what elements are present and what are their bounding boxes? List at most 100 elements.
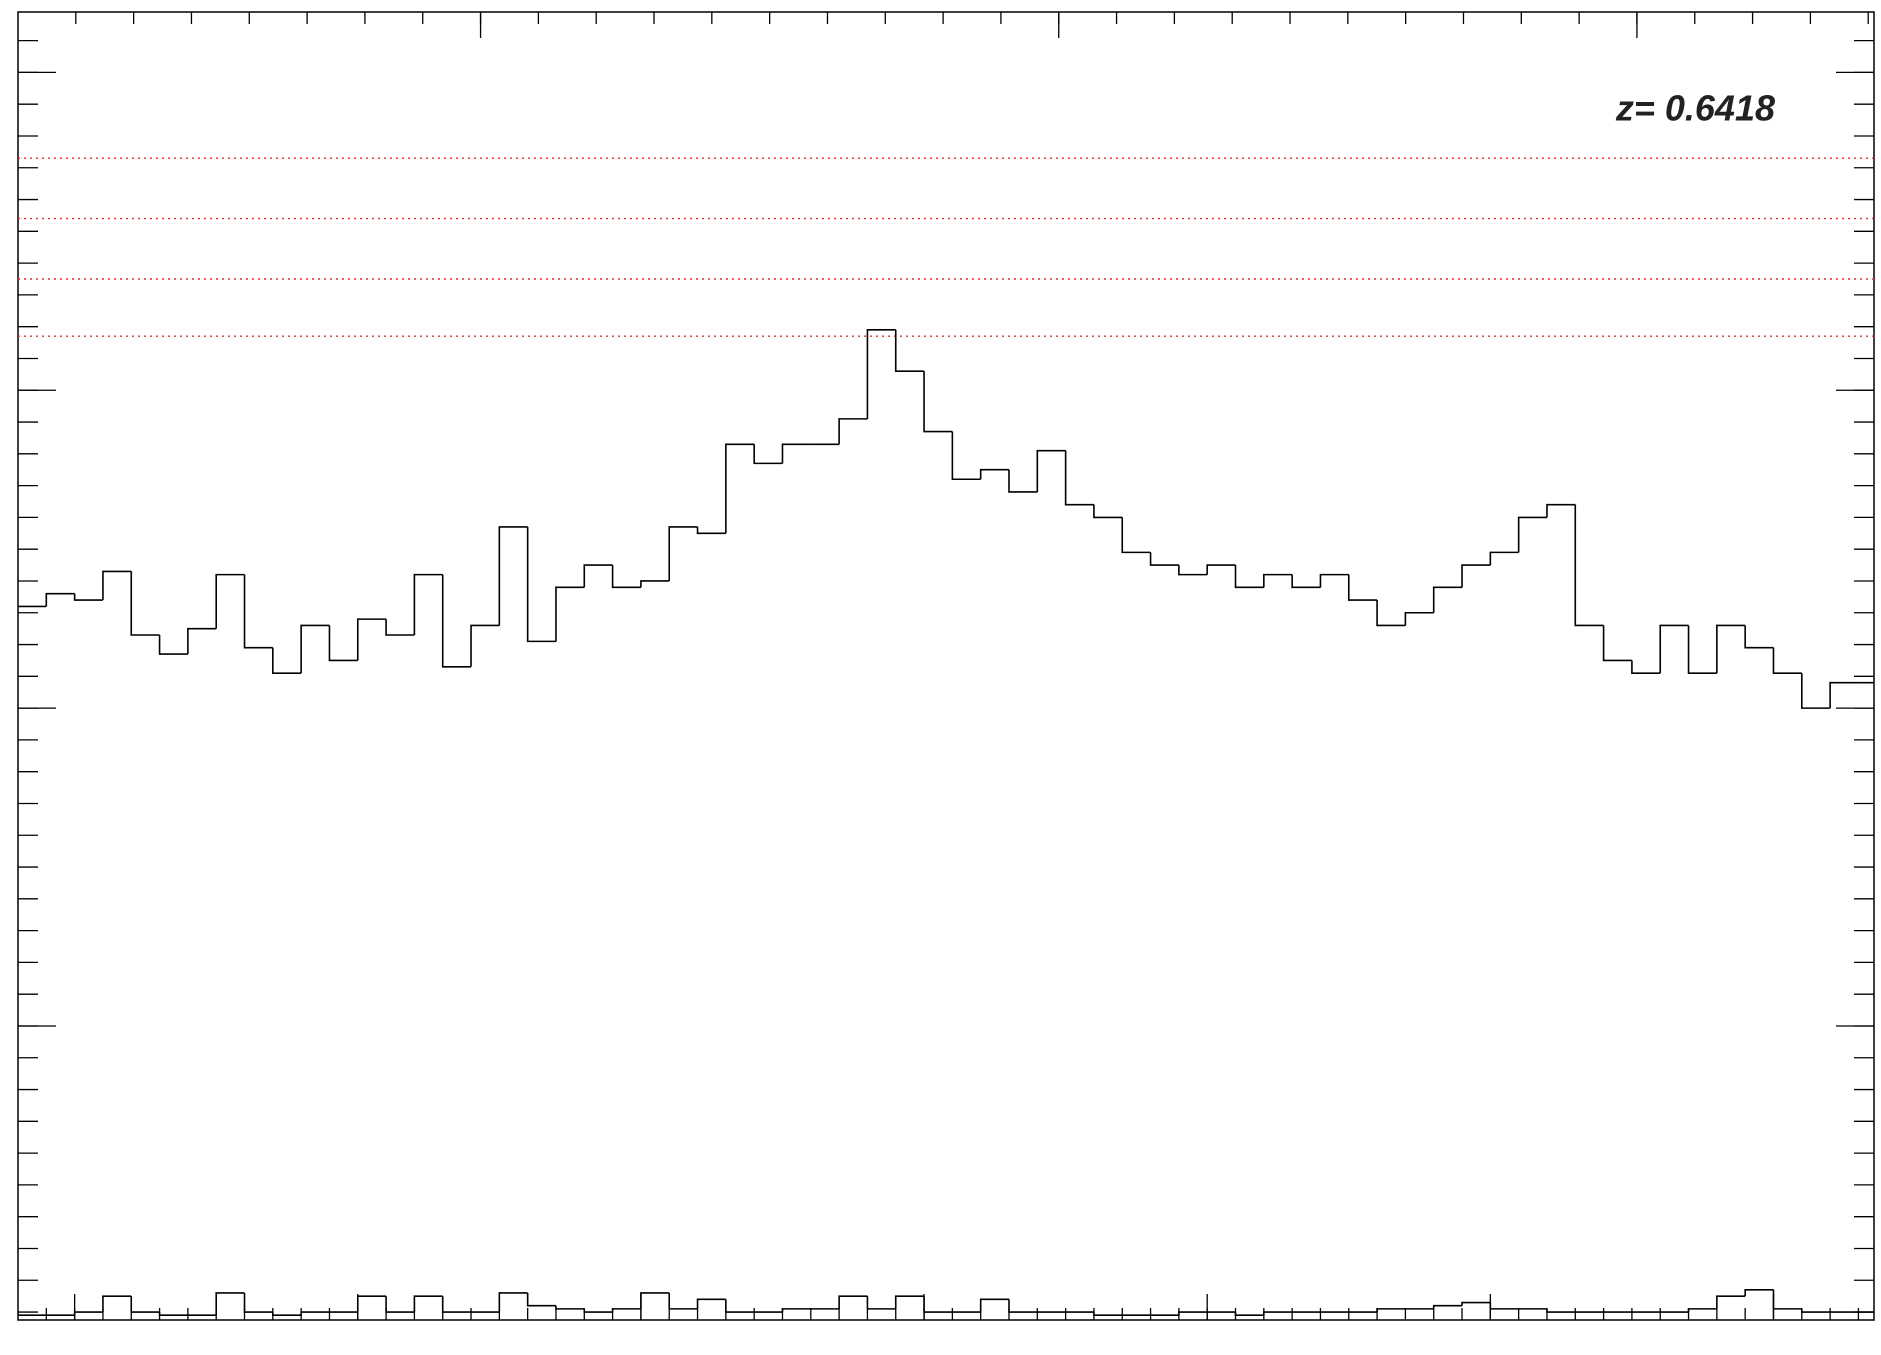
spectrum-bin [45, 592, 75, 607]
spectrum-bin [130, 571, 160, 636]
spectrum-bin [1404, 611, 1434, 626]
spectrum-bin [1546, 1308, 1576, 1313]
spectrum-bin [1178, 1311, 1208, 1316]
spectrum-bin [272, 647, 302, 674]
spectrum-bin [583, 1308, 613, 1313]
spectrum-bin [441, 1296, 472, 1313]
spectrum-bin [555, 586, 585, 642]
spectrum-bin [1008, 469, 1038, 493]
spectrum-bin [1432, 1304, 1463, 1309]
spectrum-bin [1432, 586, 1463, 613]
spectrum-bin [1376, 600, 1406, 627]
spectrum-bin [1489, 551, 1519, 566]
spectrum-bin [668, 526, 698, 581]
spectrum-bin [73, 593, 103, 601]
spectrum-bin [583, 564, 613, 588]
spectrum-bin [1263, 1311, 1293, 1316]
spectrum-bin [781, 443, 811, 464]
spectrum-bin [1121, 517, 1151, 554]
spectrum-bin [498, 1292, 528, 1313]
spectrum-bin [102, 570, 132, 601]
spectrum-bin [1801, 673, 1831, 709]
spectrum-bin [1093, 504, 1123, 519]
spectrum-bin [1234, 565, 1264, 589]
spectrum-bin [526, 526, 556, 643]
spectrum-bin [1801, 1308, 1831, 1313]
spectrum-bin [1036, 449, 1066, 492]
spectrum-bin [158, 635, 188, 655]
plot-frame [17, 11, 1875, 1321]
spectrum-bin [300, 1311, 330, 1316]
spectrum-bin [781, 1308, 811, 1313]
spectrum-bin [696, 1298, 726, 1309]
spectrum-bin [130, 1296, 160, 1313]
spectrum-bin [640, 580, 670, 588]
spectrum-bin [611, 565, 641, 589]
spectrum-bin [1716, 624, 1746, 674]
spectrum-bin [102, 1295, 132, 1313]
spectrum-bin [1744, 625, 1774, 649]
spectrum-bin [73, 1311, 103, 1316]
spectrum-bin [838, 418, 868, 445]
spectrum-bin [668, 1292, 698, 1310]
spectrum-bin [1546, 503, 1576, 518]
spectrum-bin [1234, 1312, 1264, 1317]
spectrum-bin [413, 573, 443, 636]
spectrum-bin [215, 1292, 245, 1316]
spectrum-bin [385, 619, 415, 636]
spectrum-bin [1064, 450, 1094, 506]
spectrum-bin [385, 1296, 415, 1313]
spectrum-bin [1461, 564, 1491, 588]
spectrum-bin [1772, 1289, 1802, 1310]
spectrum-bin [555, 1305, 585, 1310]
spectrum-bin [1008, 1299, 1038, 1313]
spectrum-bin [470, 624, 500, 667]
spectrum-bin [725, 443, 755, 534]
redshift-annotation: z= 0.6418 [1615, 88, 1775, 129]
spectrum-bin [272, 1312, 302, 1317]
spectrum-bin [1206, 564, 1236, 575]
spectrum-bin [1517, 516, 1547, 553]
spectrum-bin [526, 1292, 556, 1307]
spectrum-bin [1489, 1302, 1519, 1310]
spectrum-bin [498, 526, 528, 626]
spectrum-bin [866, 1296, 896, 1310]
spectrum-bin [1347, 574, 1378, 601]
spectrum-bin [1178, 565, 1208, 576]
spectrum-bin [923, 1296, 953, 1313]
spectrum-bin [1574, 504, 1604, 627]
spectrum-bin [1687, 625, 1717, 674]
spectrum-bin [640, 1292, 670, 1309]
spectrum-bin [866, 329, 896, 419]
spectrum-bin [979, 1298, 1009, 1313]
spectrum-bin [753, 444, 783, 465]
spectrum-bin [1716, 1295, 1746, 1309]
spectrum-bin [1376, 1308, 1406, 1313]
spectrum-bin [1744, 1289, 1774, 1297]
spectrum-bin [413, 1295, 443, 1313]
spectrum-bin [243, 1292, 273, 1313]
spectrum-bin [1319, 573, 1349, 588]
spectrum-bin [187, 627, 217, 655]
spectrum-bin [441, 574, 472, 668]
spectrum-bin [838, 1295, 868, 1309]
spectrum-bin [923, 371, 953, 433]
spectrum-bin [356, 1295, 387, 1313]
spectrum-bin [1461, 1301, 1491, 1306]
spectrum-bin [1659, 624, 1689, 674]
spectrum-bin [243, 574, 273, 649]
spectrum-bin [979, 468, 1009, 480]
spectrum-bin [215, 573, 245, 629]
spectrum-bin [951, 431, 981, 481]
spectrum-bin [1093, 1312, 1123, 1317]
spectrum-bin [696, 526, 726, 535]
spectrum-bin [158, 1312, 188, 1317]
spectrum-bin [356, 618, 387, 661]
spectrum-bin [1631, 660, 1661, 674]
spectrum-bin [1602, 625, 1632, 662]
spectrum-bin [725, 1299, 755, 1313]
spectrum-bin [1772, 647, 1802, 674]
spectrum-bin [328, 625, 358, 662]
spectrum-bin [894, 329, 925, 372]
